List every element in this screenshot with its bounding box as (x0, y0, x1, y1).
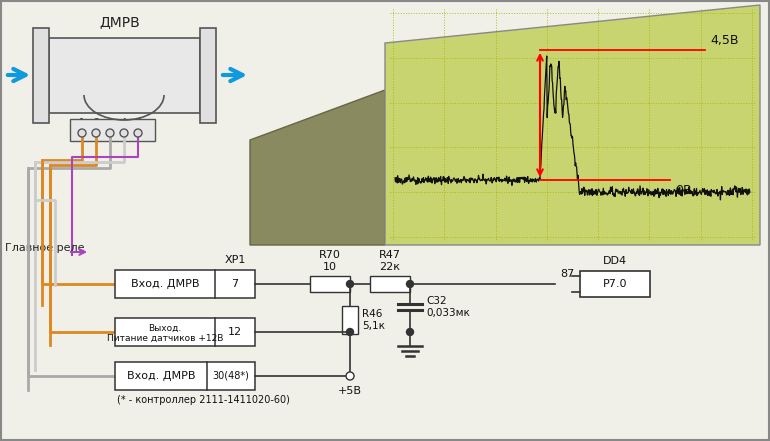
Text: 5: 5 (135, 118, 141, 128)
Text: 1: 1 (79, 118, 85, 128)
Text: DD4: DD4 (603, 256, 627, 266)
Text: R70
10: R70 10 (319, 250, 341, 272)
Circle shape (407, 329, 413, 336)
Circle shape (346, 372, 354, 380)
Bar (33, 28, 49, 123)
Text: 30(48*): 30(48*) (213, 371, 249, 381)
Text: 3: 3 (107, 118, 113, 128)
Text: 0В: 0В (675, 184, 691, 197)
Text: 7: 7 (232, 279, 239, 289)
Text: 87: 87 (560, 269, 574, 279)
Text: (* - контроллер 2111-1411020-60): (* - контроллер 2111-1411020-60) (117, 395, 290, 405)
Bar (200, 28, 216, 123)
Bar (115, 362, 255, 390)
Circle shape (346, 280, 353, 288)
Bar (115, 318, 255, 346)
Text: R47
22к: R47 22к (379, 250, 401, 272)
Circle shape (120, 129, 128, 137)
Text: Главное реле: Главное реле (5, 243, 85, 253)
Bar (342, 306, 358, 334)
Bar (580, 271, 650, 297)
Text: С32
0,033мк: С32 0,033мк (426, 296, 470, 318)
Circle shape (407, 280, 413, 288)
Circle shape (134, 129, 142, 137)
Text: 12: 12 (228, 327, 242, 337)
Text: Вход. ДМРВ: Вход. ДМРВ (131, 279, 199, 289)
Text: Питание датчиков +12В: Питание датчиков +12В (107, 333, 223, 343)
Circle shape (346, 329, 353, 336)
Text: Вход. ДМРВ: Вход. ДМРВ (127, 371, 196, 381)
Text: P7.0: P7.0 (603, 279, 628, 289)
Bar (310, 276, 350, 292)
Bar (70, 119, 155, 141)
Text: ХР1: ХР1 (224, 255, 246, 265)
Text: ДМРВ: ДМРВ (99, 15, 140, 29)
Text: 4,5В: 4,5В (710, 34, 738, 47)
Circle shape (106, 129, 114, 137)
Text: 4: 4 (121, 118, 127, 128)
Polygon shape (250, 90, 385, 245)
Text: +5В: +5В (338, 386, 362, 396)
Circle shape (78, 129, 86, 137)
Text: 2: 2 (93, 118, 99, 128)
Text: R46
5,1к: R46 5,1к (362, 309, 385, 331)
Bar (115, 270, 255, 298)
Circle shape (92, 129, 100, 137)
Bar (370, 276, 410, 292)
Bar (49, 38, 200, 113)
Text: Выход.: Выход. (149, 324, 182, 333)
Polygon shape (385, 5, 760, 245)
